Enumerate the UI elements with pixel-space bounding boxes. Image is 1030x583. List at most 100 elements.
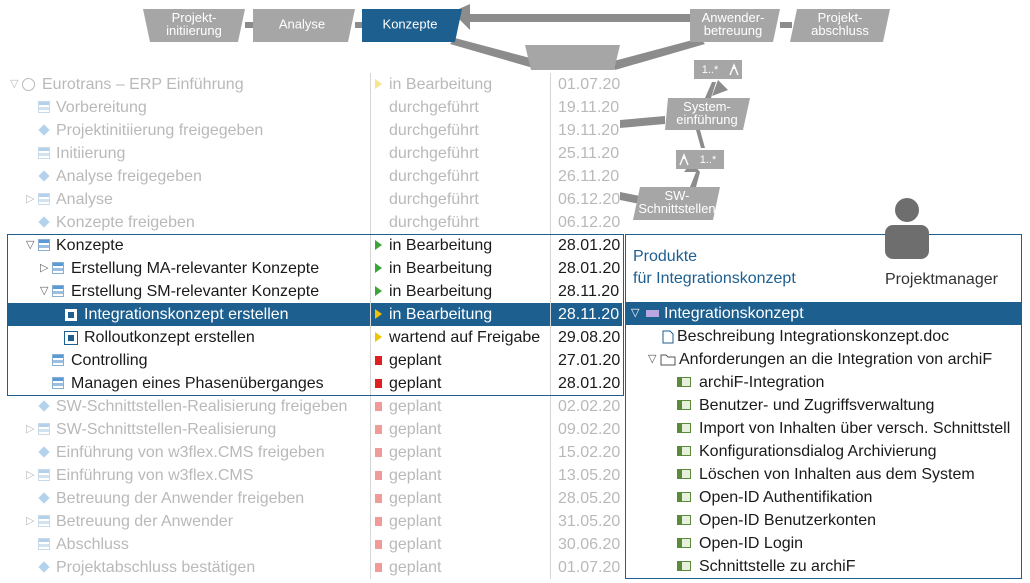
tree-row[interactable]: ▷ Analyse durchgeführt 06.12.20 — [8, 188, 622, 211]
requirement-name: Import von Inhalten über versch. Schnitt… — [699, 420, 1011, 437]
tree-row[interactable]: ▽ Konzepte in Bearbeitung 28.01.20 — [8, 234, 622, 257]
tree-row[interactable]: Einführung von w3flex.CMS freigeben gepla… — [8, 441, 622, 464]
arrow — [780, 22, 792, 28]
tree-row[interactable]: Vorbereitung durchgeführt 19.11.20 — [8, 96, 622, 119]
task-name: Betreuung der Anwender freigeben — [56, 490, 305, 507]
date: 09.02.20 — [558, 421, 620, 438]
requirement-row[interactable]: Import von Inhalten über versch. Schnitt… — [626, 417, 1021, 440]
task-name: Erstellung MA-relevanter Konzepte — [71, 260, 320, 277]
requirement-row[interactable]: Löschen von Inhalten aus dem System — [626, 463, 1021, 486]
col-sep — [550, 257, 551, 280]
substep-shape — [633, 187, 720, 220]
status: in Bearbeitung — [389, 283, 493, 300]
status-icon — [375, 263, 382, 273]
phase-icon — [52, 285, 64, 297]
tree-row[interactable]: Konzepte freigeben durchgeführt 06.12.20 — [8, 211, 622, 234]
requirement-name: archiF-Integration — [699, 374, 825, 391]
col-sep — [370, 119, 371, 142]
multiplicity: 1..* — [700, 154, 717, 166]
status: geplant — [389, 421, 442, 438]
document-row[interactable]: Beschreibung Integrationskonzept.doc — [626, 325, 1021, 348]
task-name: Managen eines Phasenüberganges — [71, 375, 324, 392]
multiplicity-box — [692, 150, 724, 169]
step-label: Projekt- — [818, 10, 863, 25]
step-label: initiierung — [166, 23, 222, 38]
tree-row[interactable]: Analyse freigegeben durchgeführt 26.11.20 — [8, 165, 622, 188]
tree-row[interactable]: ▷ Einführung von w3flex.CMS geplant 13.05.2… — [8, 464, 622, 487]
requirement-icon — [677, 515, 691, 525]
arrow — [690, 172, 700, 187]
status: geplant — [389, 375, 442, 392]
col-sep — [550, 533, 551, 556]
tree-row[interactable]: Rolloutkonzept erstellen wartend auf Frei… — [8, 326, 622, 349]
requirement-name: Open-ID Benutzerkonten — [699, 512, 876, 529]
tree-row[interactable]: ▷ Betreuung der Anwender geplant 31.05.20 — [8, 510, 622, 533]
step-label: Projekt- — [172, 10, 217, 25]
tree-row[interactable]: Projektinitiierung freigegeben durchgefüh… — [8, 119, 622, 142]
col-sep — [550, 556, 551, 579]
tree-row[interactable]: Projektabschluss bestätigen geplant 01.07.… — [8, 556, 622, 579]
tree-row[interactable]: Controlling geplant 27.01.20 — [8, 349, 622, 372]
requirement-row[interactable]: Konfigurationsdialog Archivierung — [626, 440, 1021, 463]
task-name: Rolloutkonzept erstellen — [84, 329, 255, 346]
tree-row[interactable]: Initiierung durchgeführt 25.11.20 — [8, 142, 622, 165]
col-sep — [370, 142, 371, 165]
symbol — [679, 153, 689, 166]
arrow-back — [458, 14, 690, 22]
arrow — [245, 22, 255, 28]
requirement-icon — [677, 377, 691, 387]
col-sep — [370, 211, 371, 234]
requirement-row[interactable]: Open-ID Login — [626, 532, 1021, 555]
task-name: Eurotrans – ERP Einführung — [42, 76, 244, 93]
date: 29.08.20 — [558, 329, 620, 346]
requirement-icon — [677, 469, 691, 479]
col-sep — [370, 510, 371, 533]
requirement-row[interactable]: Open-ID Benutzerkonten — [626, 509, 1021, 532]
date: 06.12.20 — [558, 191, 620, 208]
task-name: Betreuung der Anwender — [56, 513, 234, 530]
phase-icon — [38, 515, 50, 527]
requirement-row[interactable]: Open-ID Authentifikation — [626, 486, 1021, 509]
requirement-row[interactable]: Benutzer- und Zugriffsverwaltung — [626, 394, 1021, 417]
task-name: Integrationskonzept erstellen — [84, 306, 289, 323]
substep-label: SW- — [664, 188, 689, 203]
tree-row[interactable]: ▽ Erstellung SM-relevanter Konzepte in Bea… — [8, 280, 622, 303]
status-icon — [375, 286, 382, 296]
tree-row[interactable]: ▷ SW-Schnittstellen-Realisierung geplant 09… — [8, 418, 622, 441]
status-icon — [375, 494, 382, 503]
phase-icon — [38, 101, 50, 113]
tree-row[interactable]: Managen eines Phasenüberganges geplant 28.… — [8, 372, 622, 395]
date: 19.11.20 — [558, 122, 620, 139]
status: geplant — [389, 467, 442, 484]
status-icon — [375, 425, 382, 434]
arrow — [620, 192, 640, 204]
product-row[interactable]: ▽ Integrationskonzept — [626, 302, 1021, 325]
tree-row[interactable]: Betreuung der Anwender freigeben geplant 2… — [8, 487, 622, 510]
arrow — [696, 130, 705, 148]
task-name: Konzepte freigeben — [56, 214, 195, 231]
twisty: ▷ — [26, 423, 35, 435]
tree-row[interactable]: ▽ Eurotrans – ERP Einführung in Bearbeitun… — [8, 73, 622, 96]
twisty: ▷ — [26, 515, 35, 527]
task-name: Konzepte — [56, 237, 124, 254]
requirement-name: Open-ID Login — [699, 535, 804, 552]
date: 28.01.20 — [558, 237, 620, 254]
tree-row[interactable]: SW-Schnittstellen-Realisierung freigeben… — [8, 395, 622, 418]
status-icon — [375, 448, 382, 457]
requirement-icon — [677, 400, 691, 410]
col-sep — [550, 73, 551, 96]
folder-row[interactable]: ▽ Anforderungen an die Integration von a… — [626, 348, 1021, 371]
col-sep — [370, 96, 371, 119]
col-sep — [550, 326, 551, 349]
tree-row[interactable]: ▷ Erstellung MA-relevanter Konzepte in Bea… — [8, 257, 622, 280]
tree-row[interactable]: Abschluss geplant 30.06.20 — [8, 533, 622, 556]
milestone-icon — [38, 446, 50, 458]
status: in Bearbeitung — [389, 306, 493, 323]
step-shape — [790, 9, 890, 42]
step-label: betreuung — [704, 23, 763, 38]
date: 31.05.20 — [558, 513, 620, 530]
phase-icon — [38, 469, 50, 481]
tree-row[interactable]: Integrationskonzept erstellen in Bearbeit… — [8, 303, 622, 326]
requirement-row[interactable]: archiF-Integration — [626, 371, 1021, 394]
requirement-row[interactable]: Schnittstelle zu archiF — [626, 555, 1021, 578]
